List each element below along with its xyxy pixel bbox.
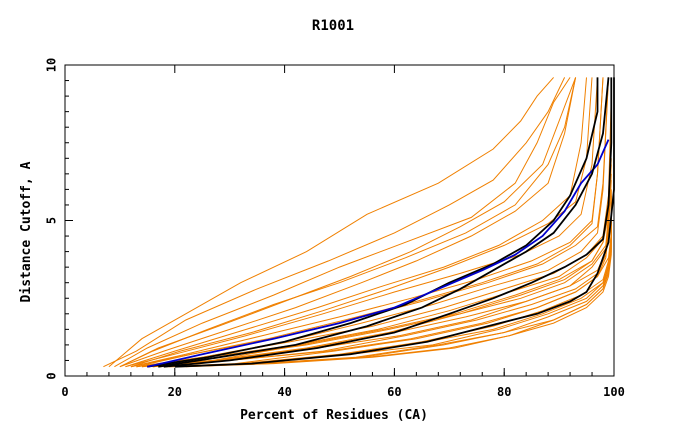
series-line-31 [147, 77, 599, 368]
series-line-34 [163, 77, 613, 368]
chart-title: R1001 [312, 18, 354, 34]
series-line-10 [136, 77, 609, 368]
x-tick-label-40: 40 [277, 385, 291, 399]
x-tick-label-100: 100 [603, 385, 625, 399]
series-line-5 [119, 77, 577, 368]
y-tick-label-5: 5 [45, 217, 59, 224]
y-tick-label-0: 0 [45, 372, 59, 379]
y-axis-label: Distance Cutoff, A [19, 161, 34, 302]
series-line-35 [174, 77, 615, 368]
series-line-6 [125, 77, 587, 368]
x-tick-label-60: 60 [387, 385, 401, 399]
x-tick-label-20: 20 [168, 385, 182, 399]
series-layer [103, 77, 615, 368]
x-tick-label-80: 80 [497, 385, 511, 399]
series-line-33 [158, 77, 610, 368]
axes-layer: 0 20 40 60 80 100 0 5 10 [45, 58, 625, 399]
series-line-27 [119, 77, 577, 368]
series-line-7 [125, 77, 598, 368]
series-line-17 [152, 173, 612, 368]
series-line-2 [103, 77, 566, 368]
x-axis-label: Percent of Residues (CA) [240, 408, 428, 423]
series-line-3 [114, 77, 571, 368]
series-line-1 [108, 77, 554, 368]
series-line-23 [169, 214, 612, 368]
x-tick-label-0: 0 [61, 385, 68, 399]
y-tick-label-10: 10 [45, 58, 59, 72]
series-line-29 [136, 77, 604, 368]
series-line-26 [185, 232, 612, 368]
series-line-32 [147, 139, 610, 368]
series-line-13 [141, 127, 612, 368]
